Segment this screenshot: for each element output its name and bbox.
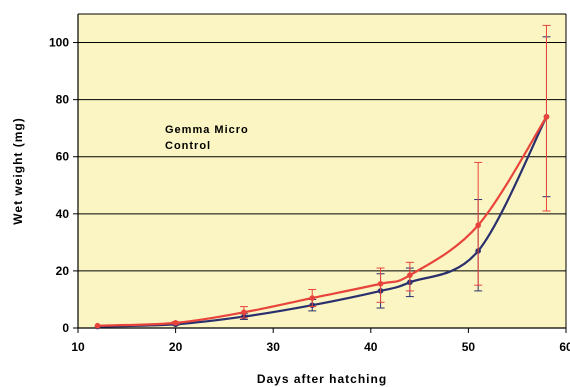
y-tick-label: 100 (49, 36, 69, 50)
y-tick-label: 40 (56, 207, 70, 221)
axes (73, 13, 567, 333)
x-tick-label: 60 (559, 340, 570, 354)
y-tick-label: 20 (56, 264, 70, 278)
data-point (377, 280, 384, 287)
x-tick-label: 40 (364, 340, 378, 354)
data-point (475, 222, 481, 229)
data-point (172, 320, 179, 326)
data-point (543, 113, 550, 120)
x-tick-label: 10 (71, 340, 85, 354)
x-tick-label: 50 (462, 340, 476, 354)
gridlines (78, 42, 566, 272)
x-tick-label: 20 (169, 340, 183, 354)
legend-label-control: Control (165, 140, 211, 152)
data-point (407, 272, 413, 278)
tick-labels: 0 20 40 60 80 100 10 20 30 40 50 60 (49, 36, 570, 354)
plot-area (78, 14, 566, 328)
y-tick-label: 80 (56, 93, 70, 107)
series-layer (94, 24, 551, 330)
data-point (94, 322, 101, 329)
x-axis-title: Days after hatching (257, 372, 387, 386)
data-point (241, 309, 247, 316)
data-point (309, 295, 316, 301)
series-gemma-micro (94, 24, 551, 329)
x-tick-label: 30 (267, 340, 281, 354)
y-tick-label: 60 (56, 150, 70, 164)
series-line (97, 116, 548, 328)
y-axis-title: Wet weight (mg) (11, 117, 25, 224)
y-tick-label: 0 (62, 321, 69, 335)
legend-label-gemma: Gemma Micro (165, 124, 249, 136)
